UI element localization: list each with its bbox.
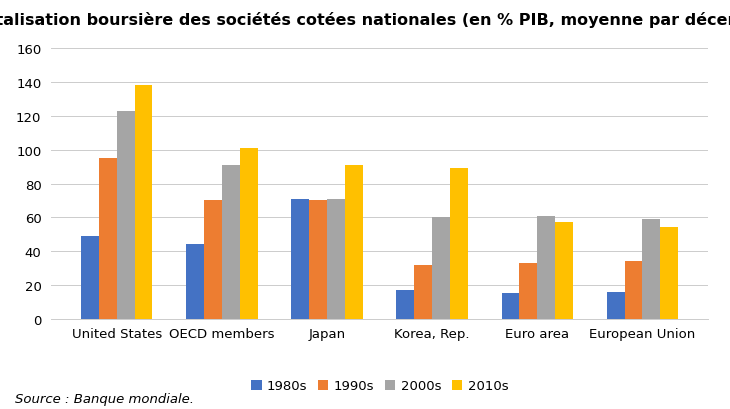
Bar [291,199,309,319]
Bar [502,294,520,319]
Bar [396,290,415,319]
Bar [642,220,661,319]
Text: Capitalisation boursière des sociétés cotées nationales (en % PIB, moyenne par d: Capitalisation boursière des sociétés co… [0,12,730,28]
Bar [556,223,573,319]
Bar [607,292,625,319]
Bar [222,166,239,319]
Bar [345,166,363,319]
Bar [186,245,204,319]
Legend: 1980s, 1990s, 2000s, 2010s: 1980s, 1990s, 2000s, 2010s [246,374,513,398]
Bar [134,86,153,319]
Bar [661,228,678,319]
Bar [415,265,432,319]
Bar [117,112,134,319]
Bar [537,216,556,319]
Bar [81,236,99,319]
Bar [327,199,345,319]
Bar [520,263,537,319]
Bar [204,201,222,319]
Text: Source : Banque mondiale.: Source : Banque mondiale. [15,392,193,405]
Bar [625,262,642,319]
Bar [99,159,117,319]
Bar [450,169,468,319]
Bar [432,218,450,319]
Bar [309,201,327,319]
Bar [239,148,258,319]
